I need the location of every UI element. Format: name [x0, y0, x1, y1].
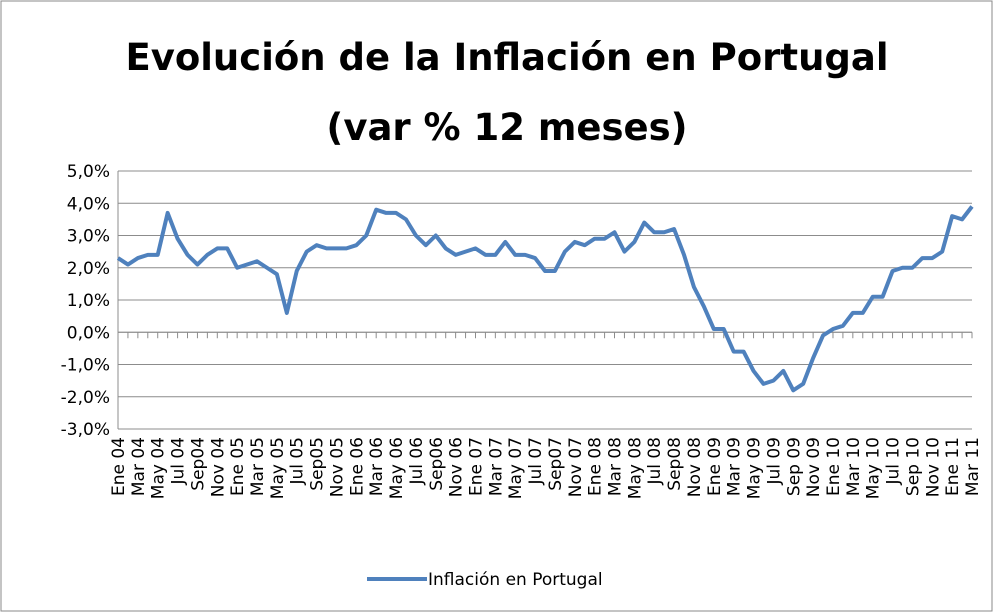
x-tick-label: Nov 04: [208, 437, 228, 497]
x-tick-label: Mar 09: [725, 437, 745, 496]
chart-title: (var % 12 meses): [326, 106, 687, 149]
x-tick-label: Jul 05: [288, 437, 308, 486]
y-tick-label: 0,0%: [67, 323, 110, 343]
y-tick-label: -1,0%: [61, 356, 110, 376]
x-tick-label: Mar 07: [486, 437, 506, 496]
x-tick-label: Mar 11: [963, 437, 983, 496]
x-tick-label: Ene 09: [705, 437, 725, 496]
chart-title: Evolución de la Inflación en Portugal: [125, 36, 888, 79]
x-tick-label: Sep 10: [903, 437, 923, 496]
y-tick-label: -2,0%: [61, 388, 110, 408]
x-tick-label: Ene 06: [347, 437, 367, 496]
x-tick-label: Mar 10: [844, 437, 864, 496]
x-tick-label: Jul 09: [764, 437, 784, 486]
x-tick-label: Mar 05: [248, 437, 268, 496]
x-tick-label: Nov 08: [685, 437, 705, 497]
y-tick-label: 4,0%: [67, 194, 110, 214]
y-tick-label: -3,0%: [61, 420, 110, 440]
line-series: [116, 205, 974, 393]
y-tick-label: 3,0%: [67, 227, 110, 247]
x-tick-label: May 09: [745, 437, 765, 499]
x-tick-label: May 05: [268, 437, 288, 499]
x-tick-label: Sep05: [308, 437, 328, 491]
x-tick-label: Nov 06: [447, 437, 467, 497]
x-tick-label: Ene 11: [943, 437, 963, 496]
x-tick-label: Jul 10: [884, 437, 904, 486]
x-tick-label: May 10: [864, 437, 884, 499]
x-tick-label: Sep07: [546, 437, 566, 491]
x-tick-label: Jul 07: [526, 437, 546, 486]
y-tick-label: 1,0%: [67, 291, 110, 311]
x-tick-label: Ene 07: [466, 437, 486, 496]
x-tick-label: May 08: [625, 437, 645, 499]
y-tick-label: 2,0%: [67, 259, 110, 279]
x-tick-label: May 04: [149, 437, 169, 499]
x-tick-label: Mar 08: [606, 437, 626, 496]
x-tick-label: May 07: [506, 437, 526, 499]
x-tick-label: Jul 04: [169, 437, 189, 486]
x-tick-label: Sep08: [665, 437, 685, 491]
x-tick-label: Jul 06: [407, 437, 427, 486]
x-tick-label: Nov 07: [566, 437, 586, 497]
legend-label: Inflación en Portugal: [428, 570, 603, 590]
x-tick-label: Sep06: [427, 437, 447, 491]
x-tick-label: Mar 04: [129, 437, 149, 496]
x-tick-label: Nov 05: [327, 437, 347, 497]
x-tick-label: Nov 10: [923, 437, 943, 497]
x-tick-label: Ene 04: [109, 437, 129, 496]
y-tick-label: 5,0%: [67, 162, 110, 182]
x-tick-label: Jul 08: [645, 437, 665, 486]
x-tick-label: Sep 09: [784, 437, 804, 496]
x-tick-label: Ene 10: [824, 437, 844, 496]
x-tick-label: May 06: [387, 437, 407, 499]
x-tick-label: Nov 09: [804, 437, 824, 497]
x-tick-label: Ene 05: [228, 437, 248, 496]
x-tick-label: Sep04: [188, 437, 208, 491]
x-tick-label: Ene 08: [586, 437, 606, 496]
x-tick-label: Mar 06: [367, 437, 387, 496]
